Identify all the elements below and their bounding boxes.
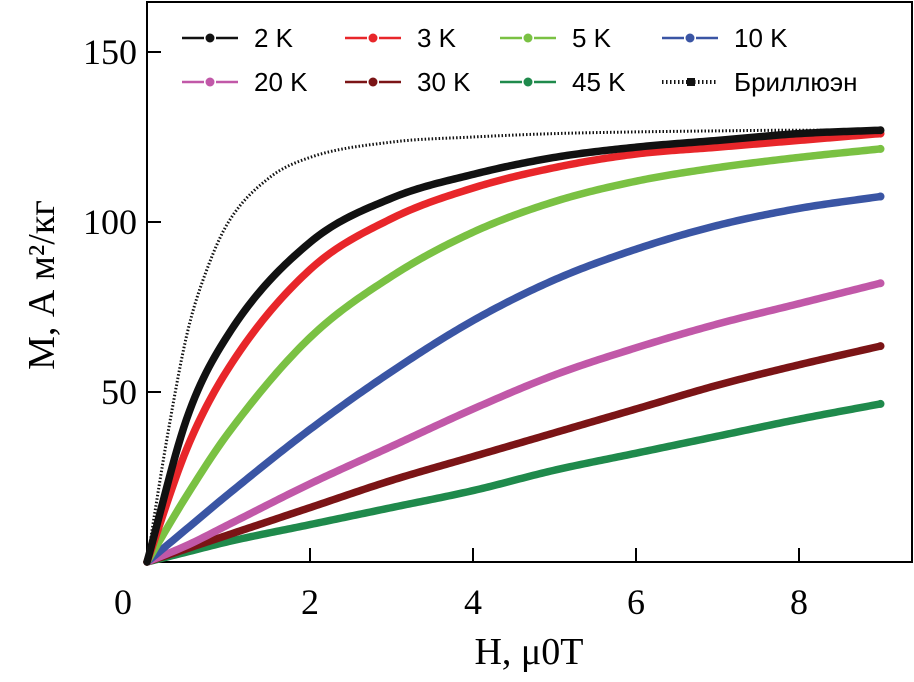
y-tick-label: 100	[83, 202, 137, 242]
legend-item: 45 K	[500, 67, 626, 97]
x-tick-label: 8	[790, 582, 808, 622]
legend-label: 5 K	[572, 23, 612, 53]
legend-marker	[368, 77, 378, 87]
series-endpoint	[876, 192, 885, 201]
legend-item: 10 K	[662, 23, 788, 53]
series-line-5k	[143, 145, 885, 566]
legend-marker	[687, 78, 695, 86]
legend-marker	[205, 77, 215, 87]
series-line-3k	[143, 129, 885, 566]
legend-label: 10 K	[734, 23, 788, 53]
series-endpoint	[876, 144, 885, 153]
legend-item: 30 K	[345, 67, 471, 97]
series-layer	[143, 126, 885, 566]
legend-label: 30 K	[417, 67, 471, 97]
x-tick-label: 4	[464, 582, 482, 622]
legend-marker	[685, 33, 695, 43]
legend-item: 20 K	[182, 67, 308, 97]
legend-marker	[205, 33, 215, 43]
legend-marker	[368, 33, 378, 43]
legend-marker	[523, 77, 533, 87]
series-endpoint	[876, 399, 885, 408]
y-tick-label: 50	[101, 372, 137, 412]
series-line-20k	[143, 279, 885, 566]
legend-item: 5 K	[500, 23, 612, 53]
legend-label: 45 K	[572, 67, 626, 97]
x-tick-label: 2	[301, 582, 319, 622]
legend-label: 20 K	[254, 67, 308, 97]
legend-item: 2 K	[182, 23, 294, 53]
x-tick-label: 0	[114, 582, 132, 622]
legend-label: 3 K	[417, 23, 457, 53]
x-axis: 0 2 4 6 8	[114, 548, 808, 622]
x-tick-label: 6	[627, 582, 645, 622]
legend-label: Бриллюэн	[734, 67, 858, 97]
legend-item: 3 K	[345, 23, 457, 53]
plot-frame	[146, 1, 913, 563]
legend-item: Бриллюэн	[662, 67, 858, 97]
legend-marker	[523, 33, 533, 43]
series-line-30k	[143, 342, 885, 566]
x-axis-title: H, μ0T	[474, 631, 583, 673]
y-axis-title: M, А м²/кг	[21, 200, 63, 370]
series-endpoint	[876, 279, 885, 288]
y-tick-label: 150	[83, 32, 137, 72]
legend-label: 2 K	[254, 23, 294, 53]
series-line-brillouin	[145, 128, 881, 563]
series-endpoint	[876, 342, 885, 351]
series-line-10k	[143, 192, 885, 566]
y-axis: 50 100 150	[83, 32, 161, 412]
series-line-2k	[143, 126, 885, 566]
series-line-45k	[143, 400, 885, 566]
legend: 2 K 3 K 5 K 10 K 20 K 30 K 45 K Бриллюэн	[182, 23, 858, 97]
